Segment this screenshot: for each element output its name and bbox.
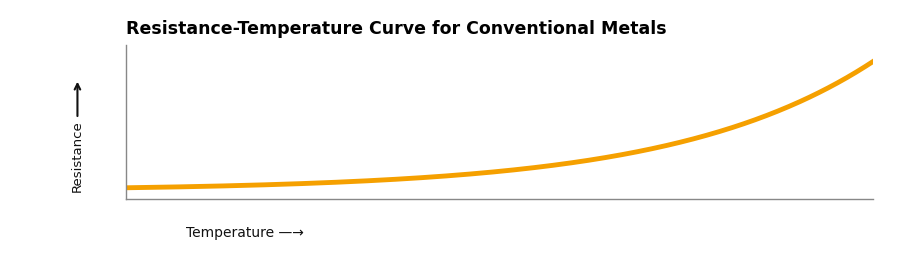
Text: Resistance-Temperature Curve for Conventional Metals: Resistance-Temperature Curve for Convent… [126,20,667,38]
Text: Temperature —→: Temperature —→ [185,226,303,240]
Text: Resistance: Resistance [71,120,84,192]
